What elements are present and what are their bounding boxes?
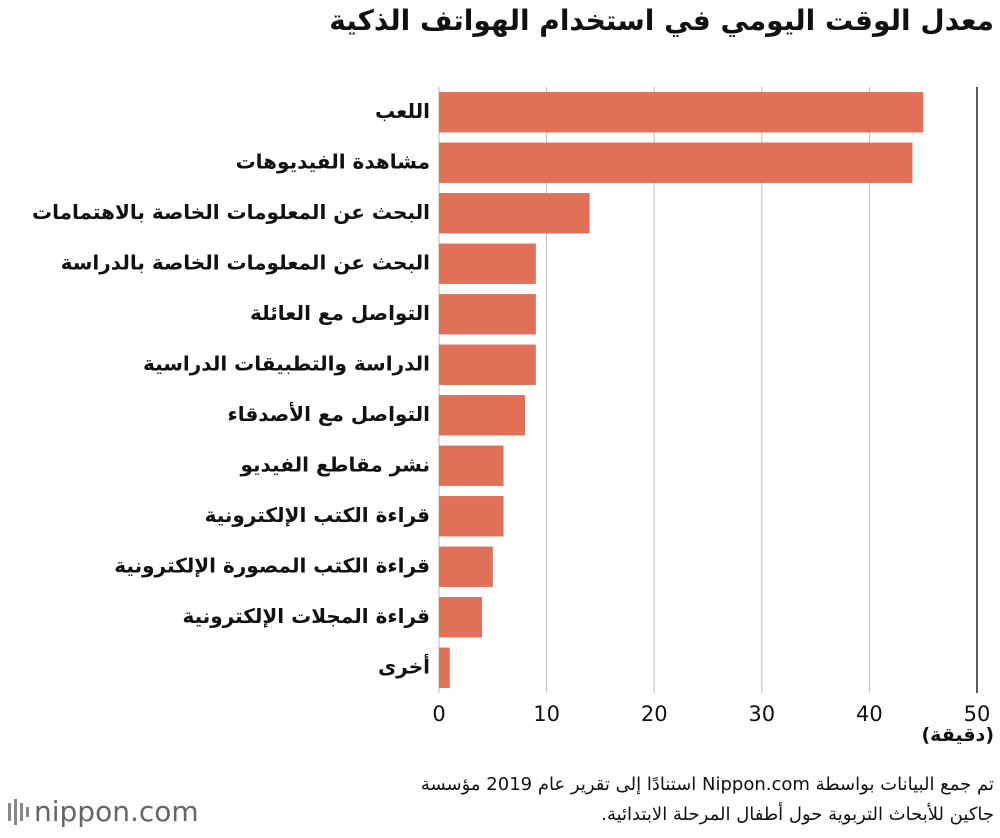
source-line: جاكين للأبحاث التربوية حول أطفال المرحلة… (601, 804, 994, 825)
y-tick-label: قراءة المجلات الإلكترونية (182, 604, 430, 628)
logo: nippon.com (6, 795, 199, 828)
y-tick-label: قراءة الكتب الإلكترونية (205, 503, 430, 527)
y-tick-label: مشاهدة الفيديوهات (236, 149, 430, 173)
x-tick-label: 0 (432, 702, 445, 726)
y-tick-label: البحث عن المعلومات الخاصة بالاهتمامات (32, 200, 430, 224)
bar (439, 344, 536, 385)
bar (439, 546, 493, 587)
x-axis-label: (دقيقة) (921, 724, 994, 746)
bar (439, 142, 913, 183)
y-tick-label: أخرى (378, 652, 430, 678)
y-tick-label: البحث عن المعلومات الخاصة بالدراسة (61, 250, 430, 274)
chart-title: معدل الوقت اليومي في استخدام الهواتف الذ… (329, 4, 994, 37)
bar (439, 496, 504, 537)
y-tick-label: الدراسة والتطبيقات الدراسية (143, 351, 430, 375)
logo-icon (8, 798, 29, 825)
bar (439, 243, 536, 284)
x-tick-label: 30 (748, 702, 775, 726)
x-tick-label: 20 (641, 702, 668, 726)
source: تم جمع البيانات بواسطة Nippon.com استناد… (421, 770, 994, 830)
bar (439, 647, 450, 688)
bar (439, 193, 590, 234)
source-line: تم جمع البيانات بواسطة Nippon.com استناد… (420, 774, 994, 795)
bar (439, 395, 526, 436)
x-tick-label: 40 (856, 702, 883, 726)
y-tick-label: التواصل مع العائلة (250, 301, 430, 325)
y-tick-label: التواصل مع الأصدقاء (227, 401, 430, 426)
y-tick-label: قراءة الكتب المصورة الإلكترونية (114, 553, 430, 577)
y-tick-label: نشر مقاطع الفيديو (239, 452, 430, 476)
logo-text: nippon.com (34, 795, 199, 828)
bar (439, 294, 536, 335)
bar (439, 92, 924, 133)
bar (439, 445, 504, 486)
bar (439, 597, 483, 638)
y-tick-label: اللعب (375, 99, 430, 123)
x-tick-label: 10 (533, 702, 560, 726)
x-tick-label: 50 (964, 702, 991, 726)
